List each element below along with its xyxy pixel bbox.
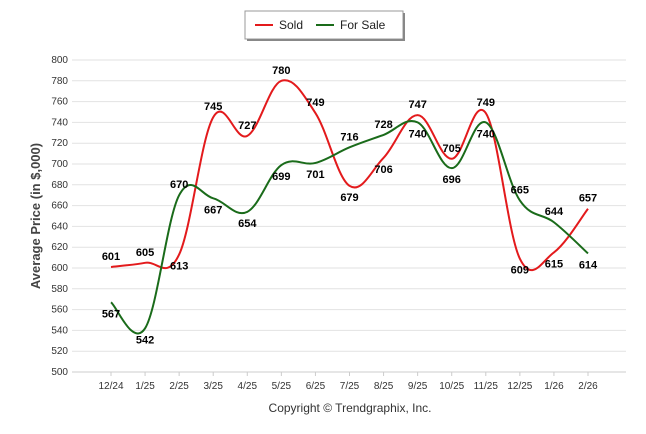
x-tick-label: 8/25 xyxy=(374,381,394,392)
sold-data-label: 780 xyxy=(272,65,290,77)
x-tick-label: 5/25 xyxy=(272,381,292,392)
sold-data-label: 745 xyxy=(204,101,222,113)
for-sale-data-label: 614 xyxy=(579,259,598,271)
x-tick-label: 2/25 xyxy=(169,381,189,392)
y-tick-label: 620 xyxy=(51,242,68,253)
copyright-text: Copyright © Trendgraphix, Inc. xyxy=(269,401,432,415)
y-tick-label: 700 xyxy=(51,159,68,170)
series-lines xyxy=(110,79,589,335)
sold-data-label: 679 xyxy=(340,192,358,204)
x-tick-label: 7/25 xyxy=(340,381,360,392)
x-tick-label: 1/26 xyxy=(544,381,564,392)
sold-data-label: 749 xyxy=(477,97,495,109)
y-tick-label: 600 xyxy=(51,263,68,274)
for-sale-data-label: 740 xyxy=(408,128,426,140)
for-sale-data-label: 740 xyxy=(477,128,495,140)
x-tick-label: 1/25 xyxy=(135,381,155,392)
y-axis-ticks: 500 520 540 560 580 600 620 640 660 680 700 720 740 7… xyxy=(51,55,68,378)
x-tick-label: 10/25 xyxy=(439,381,464,392)
y-tick-label: 740 xyxy=(51,117,68,128)
y-tick-label: 640 xyxy=(51,221,68,232)
y-tick-label: 760 xyxy=(51,97,68,108)
sold-data-label: 706 xyxy=(374,164,392,176)
legend-box-shadow xyxy=(403,13,405,41)
sold-data-label: 615 xyxy=(545,258,563,270)
sold-series-line xyxy=(110,79,589,272)
sold-data-label: 605 xyxy=(136,247,154,259)
sold-data-label: 657 xyxy=(579,193,597,205)
x-tick-label: 12/25 xyxy=(507,381,532,392)
x-tick-label: 4/25 xyxy=(238,381,258,392)
y-axis-label: Average Price (in $,000) xyxy=(28,143,43,289)
legend-item-sold[interactable]: Sold xyxy=(255,18,303,32)
for-sale-data-label: 654 xyxy=(238,218,257,230)
for-sale-data-label: 696 xyxy=(443,174,461,186)
for-sale-data-label: 567 xyxy=(102,308,120,320)
legend-label-for-sale: For Sale xyxy=(340,18,386,32)
sold-data-label: 705 xyxy=(443,143,461,155)
y-tick-label: 800 xyxy=(51,55,68,66)
for-sale-data-label: 542 xyxy=(136,334,154,346)
legend-item-for-sale[interactable]: For Sale xyxy=(316,18,386,32)
x-tick-label: 2/26 xyxy=(578,381,598,392)
sold-data-label: 727 xyxy=(238,120,256,132)
sold-data-label: 613 xyxy=(170,260,188,272)
y-tick-label: 720 xyxy=(51,138,68,149)
y-tick-label: 520 xyxy=(51,346,68,357)
legend[interactable]: Sold For Sale xyxy=(244,10,405,41)
x-tick-label: 3/25 xyxy=(203,381,223,392)
y-tick-label: 780 xyxy=(51,76,68,87)
for-sale-data-label: 728 xyxy=(374,119,392,131)
sold-data-label: 601 xyxy=(102,251,120,263)
x-tick-label: 12/24 xyxy=(98,381,123,392)
sold-data-label: 747 xyxy=(408,99,426,111)
for-sale-data-label: 665 xyxy=(511,184,529,196)
for-sale-data-label: 701 xyxy=(306,169,324,181)
x-tick-label: 11/25 xyxy=(474,381,499,392)
for-sale-data-label: 670 xyxy=(170,179,188,191)
data-labels: 601 605 613 745 727 780 749 679 706 747 705 749 609 6… xyxy=(102,65,598,347)
y-tick-label: 660 xyxy=(51,201,68,212)
y-tick-label: 680 xyxy=(51,180,68,191)
for-sale-data-label: 716 xyxy=(340,131,358,143)
sold-data-label: 749 xyxy=(306,97,324,109)
for-sale-series-line xyxy=(110,120,589,335)
legend-label-sold: Sold xyxy=(279,18,303,32)
y-tick-label: 540 xyxy=(51,325,68,336)
legend-box-shadow-bottom xyxy=(247,39,405,41)
for-sale-data-label: 644 xyxy=(545,206,564,218)
y-tick-label: 500 xyxy=(51,367,68,378)
for-sale-data-label: 699 xyxy=(272,171,290,183)
y-tick-label: 560 xyxy=(51,305,68,316)
y-tick-label: 580 xyxy=(51,284,68,295)
for-sale-data-label: 667 xyxy=(204,204,222,216)
x-tick-label: 6/25 xyxy=(306,381,326,392)
x-axis-ticks: 12/24 1/25 2/25 3/25 4/25 5/25 6/25 7/25 8/25 9/2… xyxy=(98,372,598,392)
sold-data-label: 609 xyxy=(511,265,529,277)
legend-items[interactable]: Sold For Sale xyxy=(255,18,386,32)
x-tick-label: 9/25 xyxy=(408,381,428,392)
